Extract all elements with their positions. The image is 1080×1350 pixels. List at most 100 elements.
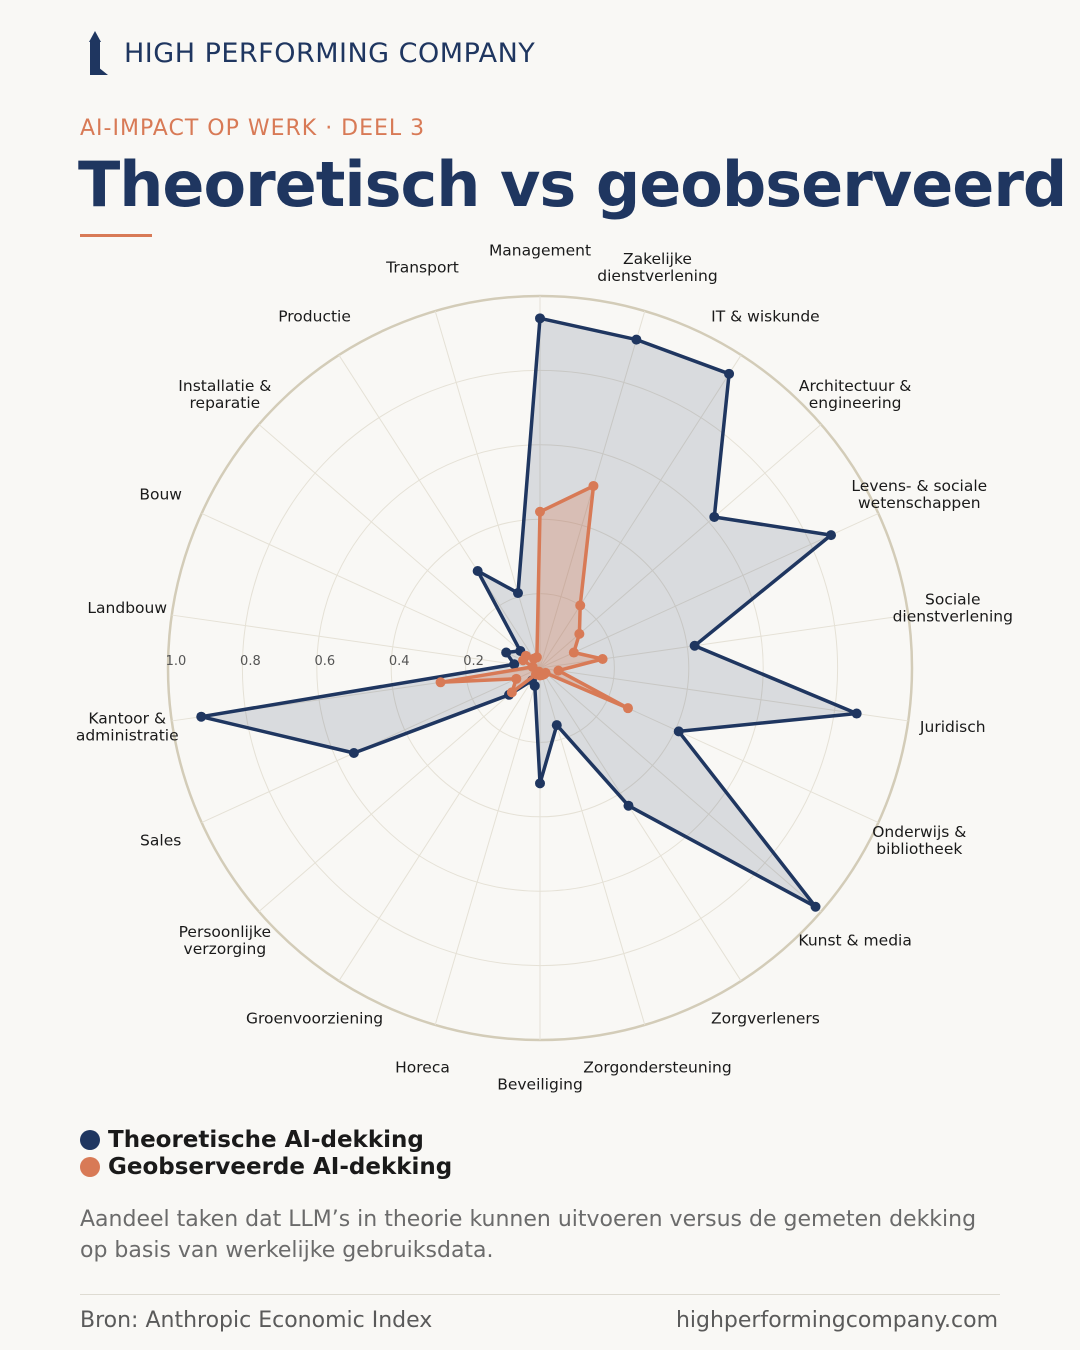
grid-spoke [434,667,541,1026]
category-label-line: Management [489,242,591,260]
category-label-line: dienstverlening [597,267,717,285]
theoretical-point [689,640,700,651]
observed-point [568,647,579,658]
category-label: Levens- & sociale wetenschappen [851,477,987,512]
category-label: Management [489,242,591,260]
category-label: Productie [278,308,351,326]
radial-tick-label: 0.2 [463,654,484,669]
website-link[interactable]: highperformingcompany.com [675,1308,998,1333]
category-label: Transport [385,258,459,276]
category-label-line: Horeca [395,1059,450,1077]
grid-spoke [539,667,822,912]
brand-header: HIGH PERFORMING COMPANY [82,28,535,78]
observed-point [527,661,538,672]
category-label-line: dienstverlening [893,608,1013,626]
category-label: Architectuur & engineering [799,377,912,412]
brand-name: HIGH PERFORMING COMPANY [124,37,536,69]
legend-label-observed: Geobserveerde AI-dekking [108,1153,453,1180]
category-label: IT & wiskunde [711,308,820,326]
grid-spoke [338,667,541,982]
category-label-line: IT & wiskunde [711,308,820,326]
series-theoretical-area [199,316,859,909]
category-label: Bouw [139,485,182,503]
category-label-line: Transport [385,258,459,276]
theoretical-point [623,800,634,811]
series-kicker: AI-IMPACT OP WERK · DEEL 3 [80,116,426,141]
legend-swatch-observed [80,1156,100,1177]
category-label: Zakelijke dienstverlening [597,250,717,285]
theoretical-point [826,530,837,541]
footer-divider [80,1294,1000,1295]
category-label-line: Sociale [925,591,981,609]
theoretical-point [709,511,720,522]
radial-tick-label: 1.0 [166,654,187,669]
observed-point [553,665,564,676]
legend-item-theoretical: Theoretische AI-dekking [80,1126,452,1153]
theoretical-point [535,778,545,789]
category-label: Kunst & media [798,932,911,950]
observed-point [535,506,545,517]
category-label-line: Juridisch [919,718,986,736]
category-label: Beveiliging [497,1076,583,1094]
category-label-line: Productie [278,308,351,326]
theoretical-point [673,726,684,737]
grid-spoke [338,354,541,669]
theoretical-point [501,647,512,658]
category-label: Kantoor & administratie [76,709,179,744]
theoretical-point [551,720,562,731]
category-label-line: Persoonlijke [179,923,271,941]
theoretical-point [472,565,483,576]
category-label-line: Installatie & [178,377,271,395]
category-label-line: administratie [76,726,179,744]
category-label: Persoonlijke verzorging [179,923,271,958]
observed-point [531,652,542,663]
category-label-line: Kantoor & [88,709,166,727]
observed-point [520,650,531,661]
grid-spoke [539,513,879,669]
category-label: Sociale dienstverlening [893,591,1013,626]
category-label-line: Bouw [139,485,182,503]
category-label-line: Zakelijke [623,250,692,268]
theoretical-point [509,659,520,670]
theoretical-point [851,708,862,719]
observed-point [506,687,517,698]
category-label-line: Sales [140,832,181,850]
category-label: Horeca [395,1059,450,1077]
category-label-line: Beveiliging [497,1076,583,1094]
theoretical-point [810,901,821,912]
category-label: Zorgondersteuning [583,1059,731,1077]
grid-spoke [171,614,541,669]
observed-point [622,703,633,714]
category-label: Groenvoorziening [246,1009,383,1027]
radial-tick-label: 0.4 [389,654,410,669]
legend-item-observed: Geobserveerde AI-dekking [80,1153,452,1180]
category-label: Landbouw [87,599,167,617]
category-label-line: wetenschappen [858,494,981,512]
chart-description: Aandeel taken dat LLM’s in theorie kunne… [80,1207,977,1263]
category-label-line: bibliotheek [876,840,962,858]
source-text: Bron: Anthropic Economic Index [80,1308,433,1333]
category-label: Installatie & reparatie [178,377,271,412]
grid-spoke [539,354,742,669]
observed-point [575,600,586,611]
category-label-line: Kunst & media [798,932,911,950]
radial-tick-label: 0.6 [314,654,335,669]
grid-spoke [258,424,541,669]
theoretical-point [724,368,735,379]
observed-point [597,654,608,664]
lighthouse-icon [89,31,108,75]
theoretical-point [348,747,359,758]
grid-spoke [434,310,541,669]
category-label-line: verzorging [184,940,267,958]
category-label-line: Zorgondersteuning [583,1059,731,1077]
theoretical-point [196,711,207,722]
observed-point [588,480,599,491]
grid-spoke [201,513,541,669]
category-label: Juridisch [919,718,986,736]
category-label: Sales [140,832,181,850]
observed-point [574,628,585,639]
category-label-line: Landbouw [87,599,167,617]
legend-label-theoretical: Theoretische AI-dekking [108,1126,424,1153]
legend-swatch-theoretical [80,1129,100,1150]
